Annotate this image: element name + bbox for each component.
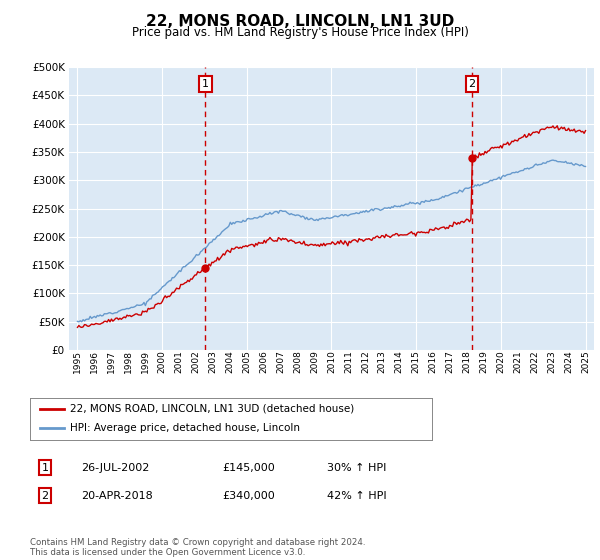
Text: 2013: 2013 (378, 350, 387, 373)
Text: 1: 1 (202, 79, 209, 89)
Text: 2016: 2016 (428, 350, 437, 373)
Text: 2003: 2003 (208, 350, 217, 373)
Text: 20-APR-2018: 20-APR-2018 (81, 491, 153, 501)
Text: 2000: 2000 (158, 350, 167, 373)
Text: 1997: 1997 (107, 350, 116, 373)
Text: 2020: 2020 (496, 350, 505, 373)
Text: 2025: 2025 (581, 350, 590, 373)
Text: 2008: 2008 (293, 350, 302, 373)
Text: Contains HM Land Registry data © Crown copyright and database right 2024.
This d: Contains HM Land Registry data © Crown c… (30, 538, 365, 557)
Text: 2001: 2001 (175, 350, 184, 373)
Text: 2002: 2002 (191, 350, 200, 373)
Text: 2019: 2019 (479, 350, 488, 373)
Text: 2018: 2018 (463, 350, 472, 373)
Text: 2021: 2021 (513, 350, 522, 373)
Text: 2005: 2005 (242, 350, 251, 373)
Text: 26-JUL-2002: 26-JUL-2002 (81, 463, 149, 473)
Text: 1999: 1999 (141, 350, 150, 373)
Text: 2007: 2007 (276, 350, 285, 373)
Text: Price paid vs. HM Land Registry's House Price Index (HPI): Price paid vs. HM Land Registry's House … (131, 26, 469, 39)
Text: 2023: 2023 (547, 350, 556, 373)
Text: 1996: 1996 (90, 350, 99, 373)
Text: 1: 1 (41, 463, 49, 473)
Text: 2015: 2015 (412, 350, 421, 373)
Text: 2010: 2010 (327, 350, 336, 373)
Text: 2017: 2017 (446, 350, 455, 373)
Text: 1995: 1995 (73, 350, 82, 373)
Text: 2011: 2011 (344, 350, 353, 373)
Text: 42% ↑ HPI: 42% ↑ HPI (327, 491, 386, 501)
Text: 2: 2 (469, 79, 475, 89)
Text: 22, MONS ROAD, LINCOLN, LN1 3UD: 22, MONS ROAD, LINCOLN, LN1 3UD (146, 14, 454, 29)
Text: 2: 2 (41, 491, 49, 501)
Text: £145,000: £145,000 (222, 463, 275, 473)
Text: 2006: 2006 (259, 350, 268, 373)
Text: 2004: 2004 (226, 350, 235, 373)
Text: 2012: 2012 (361, 350, 370, 373)
Text: £340,000: £340,000 (222, 491, 275, 501)
Text: 2014: 2014 (395, 350, 404, 373)
Text: 22, MONS ROAD, LINCOLN, LN1 3UD (detached house): 22, MONS ROAD, LINCOLN, LN1 3UD (detache… (70, 404, 355, 414)
Text: 1998: 1998 (124, 350, 133, 373)
Text: 30% ↑ HPI: 30% ↑ HPI (327, 463, 386, 473)
Text: 2024: 2024 (564, 350, 573, 372)
Text: 2009: 2009 (310, 350, 319, 373)
Text: HPI: Average price, detached house, Lincoln: HPI: Average price, detached house, Linc… (70, 423, 300, 433)
Text: 2022: 2022 (530, 350, 539, 372)
